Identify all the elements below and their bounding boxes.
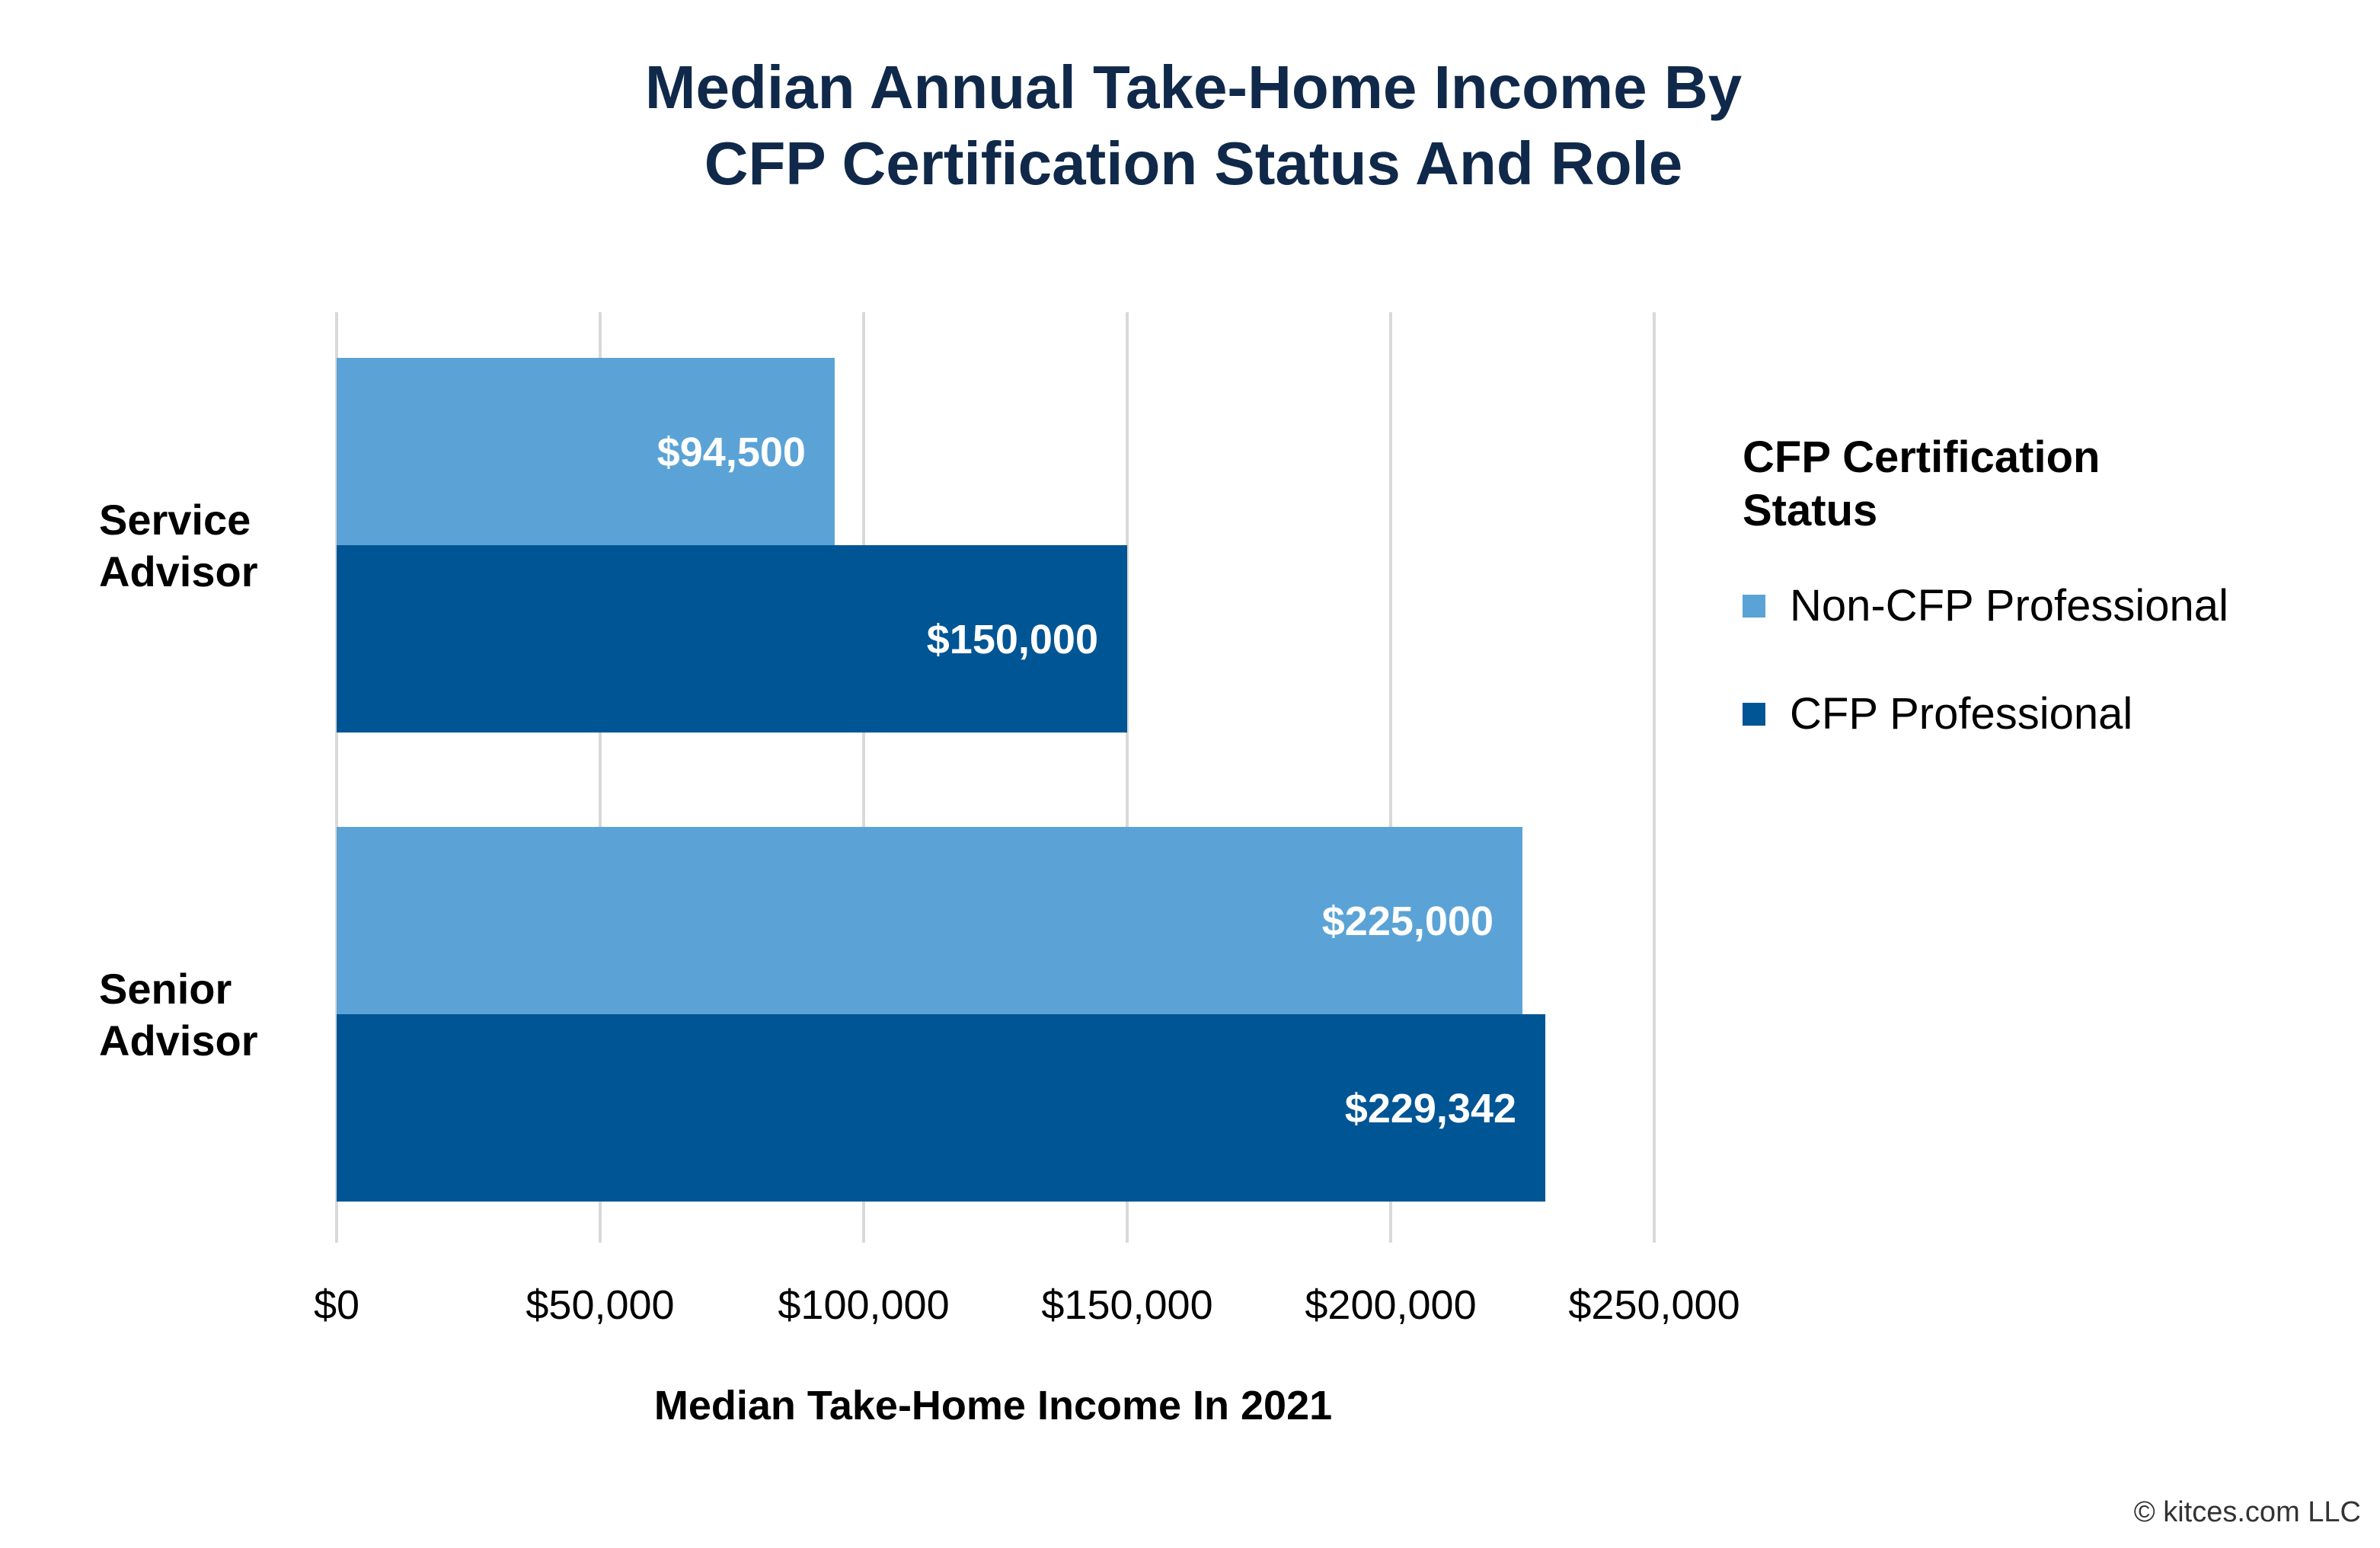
bar-service-advisor-cfp	[337, 545, 1127, 733]
x-tick-label-2: $100,000	[778, 1282, 949, 1328]
bar-service-advisor-non-cfp	[337, 358, 835, 545]
legend-title-line-2: Status	[1743, 486, 1877, 535]
x-tick-label-5: $250,000	[1568, 1282, 1739, 1328]
data-label-senior-advisor-cfp: $229,342	[1345, 1086, 1516, 1131]
bar-senior-advisor-non-cfp	[337, 827, 1522, 1014]
x-tick-label-4: $200,000	[1305, 1282, 1476, 1328]
x-axis-title: Median Take-Home Income In 2021	[654, 1383, 1332, 1428]
legend-swatch-cfp	[1743, 703, 1765, 726]
chart-title-line-2: CFP Certification Status And Role	[704, 129, 1683, 197]
legend: CFP Certification Status Non-CFP Profess…	[1743, 432, 2228, 739]
bar-senior-advisor-cfp	[337, 1014, 1546, 1202]
chart-title-line-1: Median Annual Take-Home Income By	[645, 53, 1743, 121]
copyright-text: © kitces.com LLC	[2134, 1496, 2361, 1528]
legend-label-non-cfp: Non-CFP Professional	[1790, 581, 2228, 630]
x-tick-label-0: $0	[314, 1282, 359, 1328]
legend-items: Non-CFP Professional CFP Professional	[1743, 581, 2228, 739]
category-label-service-advisor-line-2: Advisor	[99, 547, 258, 595]
category-label-senior-advisor-line-2: Advisor	[99, 1017, 258, 1064]
legend-title-line-1: CFP Certification	[1743, 432, 2100, 482]
x-axis-ticks: $0 $50,000 $100,000 $150,000 $200,000 $250,00…	[314, 1282, 1740, 1328]
legend-swatch-non-cfp	[1743, 595, 1765, 618]
legend-label-cfp: CFP Professional	[1790, 689, 2132, 739]
category-label-senior-advisor-line-1: Senior	[99, 965, 232, 1013]
data-label-service-advisor-non-cfp: $94,500	[657, 429, 806, 475]
x-tick-label-1: $50,000	[526, 1282, 674, 1328]
data-label-service-advisor-cfp: $150,000	[927, 617, 1098, 662]
category-label-service-advisor-line-1: Service	[99, 496, 251, 544]
bars: $94,500 $150,000 $225,000 $229,342	[337, 358, 1546, 1202]
x-tick-label-3: $150,000	[1041, 1282, 1212, 1328]
data-label-senior-advisor-non-cfp: $225,000	[1322, 898, 1493, 944]
